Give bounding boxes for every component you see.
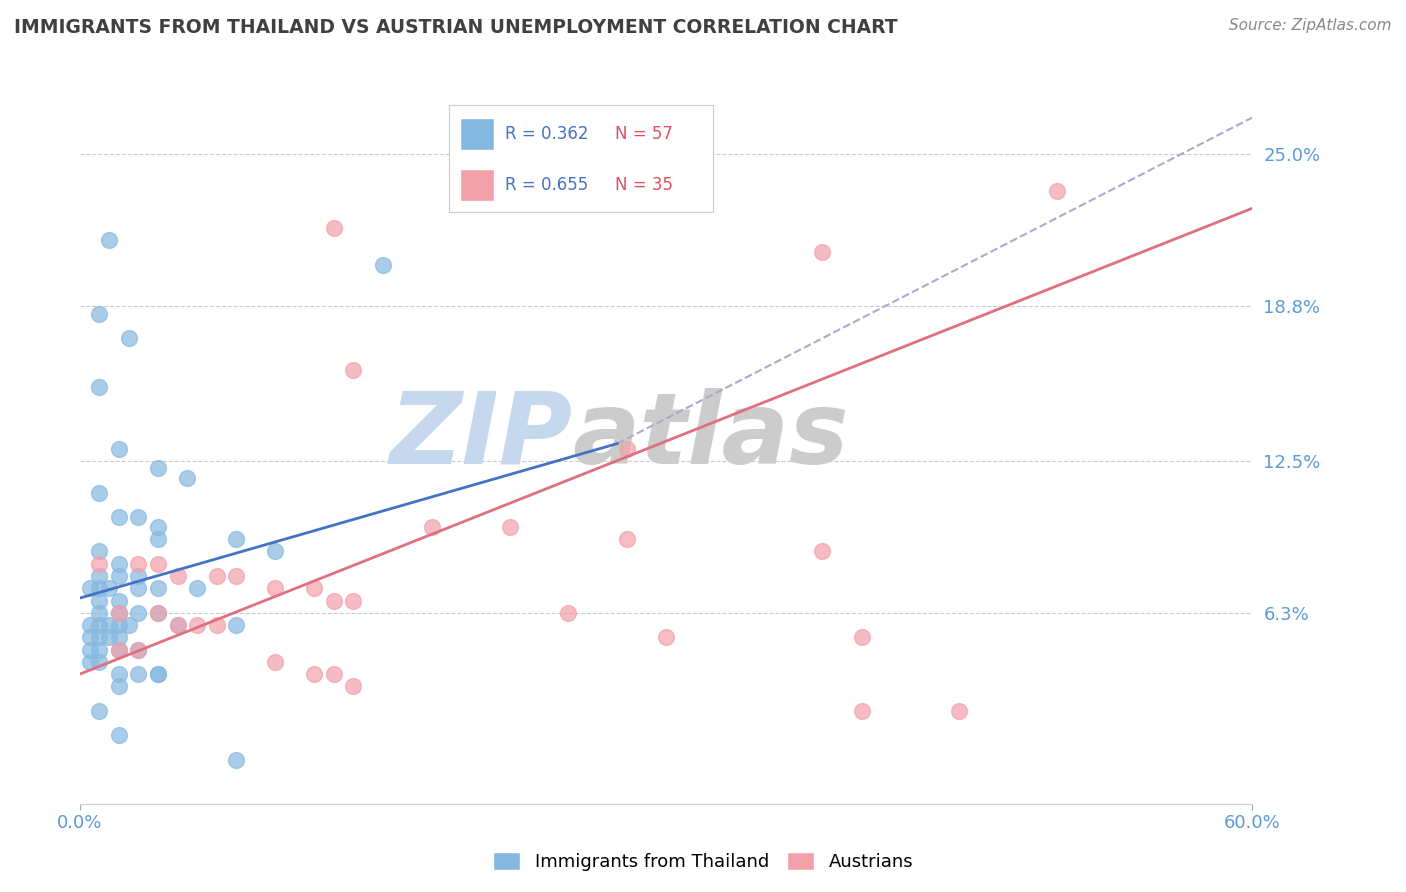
Point [89, 557, 111, 571]
Point [128, 557, 150, 571]
Point [108, 679, 131, 693]
Text: IMMIGRANTS FROM THAILAND VS AUSTRIAN UNEMPLOYMENT CORRELATION CHART: IMMIGRANTS FROM THAILAND VS AUSTRIAN UNE… [14, 18, 897, 37]
Point [342, 363, 364, 377]
Point [851, 630, 873, 644]
Point [128, 581, 150, 595]
Point [225, 618, 247, 632]
Point [322, 220, 344, 235]
Point [128, 642, 150, 657]
Point [89, 630, 111, 644]
Point [342, 679, 364, 693]
Point [89, 485, 111, 500]
Point [264, 544, 287, 558]
Point [108, 510, 131, 524]
Point [166, 618, 188, 632]
Point [98, 581, 121, 595]
Point [1046, 184, 1069, 198]
Point [948, 704, 970, 718]
Point [108, 593, 131, 607]
Point [89, 655, 111, 669]
Point [264, 655, 287, 669]
Point [79, 581, 101, 595]
Point [371, 258, 394, 272]
Point [89, 618, 111, 632]
Point [225, 753, 247, 767]
Text: ZIP: ZIP [389, 388, 572, 484]
Point [616, 442, 638, 456]
Point [108, 667, 131, 681]
Point [186, 581, 208, 595]
Point [176, 471, 198, 485]
Point [146, 606, 169, 620]
Text: atlas: atlas [572, 388, 849, 484]
Point [264, 581, 287, 595]
Point [205, 618, 228, 632]
Point [128, 667, 150, 681]
Point [851, 704, 873, 718]
Point [146, 461, 169, 475]
Point [89, 569, 111, 583]
Point [108, 630, 131, 644]
Point [108, 569, 131, 583]
Point [322, 667, 344, 681]
Point [79, 618, 101, 632]
Point [79, 630, 101, 644]
Point [79, 655, 101, 669]
Point [98, 233, 121, 247]
Point [89, 307, 111, 321]
Point [166, 569, 188, 583]
Point [146, 581, 169, 595]
Point [128, 642, 150, 657]
Point [89, 544, 111, 558]
Point [811, 544, 834, 558]
Point [108, 642, 131, 657]
Point [108, 728, 131, 742]
Point [128, 569, 150, 583]
Point [89, 380, 111, 394]
Point [89, 704, 111, 718]
Point [128, 510, 150, 524]
Point [108, 642, 131, 657]
Point [79, 642, 101, 657]
Point [146, 520, 169, 534]
Legend: Immigrants from Thailand, Austrians: Immigrants from Thailand, Austrians [486, 845, 920, 879]
Point [225, 569, 247, 583]
Point [304, 581, 326, 595]
Point [108, 442, 131, 456]
Point [146, 667, 169, 681]
Point [166, 618, 188, 632]
Point [118, 618, 141, 632]
Point [342, 593, 364, 607]
Point [89, 642, 111, 657]
Point [108, 557, 131, 571]
Point [225, 533, 247, 547]
Point [146, 667, 169, 681]
Point [616, 533, 638, 547]
Point [420, 520, 443, 534]
Point [322, 593, 344, 607]
Point [557, 606, 579, 620]
Text: Source: ZipAtlas.com: Source: ZipAtlas.com [1229, 18, 1392, 33]
Point [655, 630, 678, 644]
Point [118, 331, 141, 345]
Point [108, 618, 131, 632]
Point [108, 606, 131, 620]
Point [186, 618, 208, 632]
Point [89, 581, 111, 595]
Point [98, 630, 121, 644]
Point [146, 557, 169, 571]
Point [146, 533, 169, 547]
Point [146, 606, 169, 620]
Point [811, 245, 834, 260]
Point [205, 569, 228, 583]
Point [89, 606, 111, 620]
Point [98, 618, 121, 632]
Point [499, 520, 522, 534]
Point [89, 593, 111, 607]
Point [304, 667, 326, 681]
Point [128, 606, 150, 620]
Point [108, 606, 131, 620]
